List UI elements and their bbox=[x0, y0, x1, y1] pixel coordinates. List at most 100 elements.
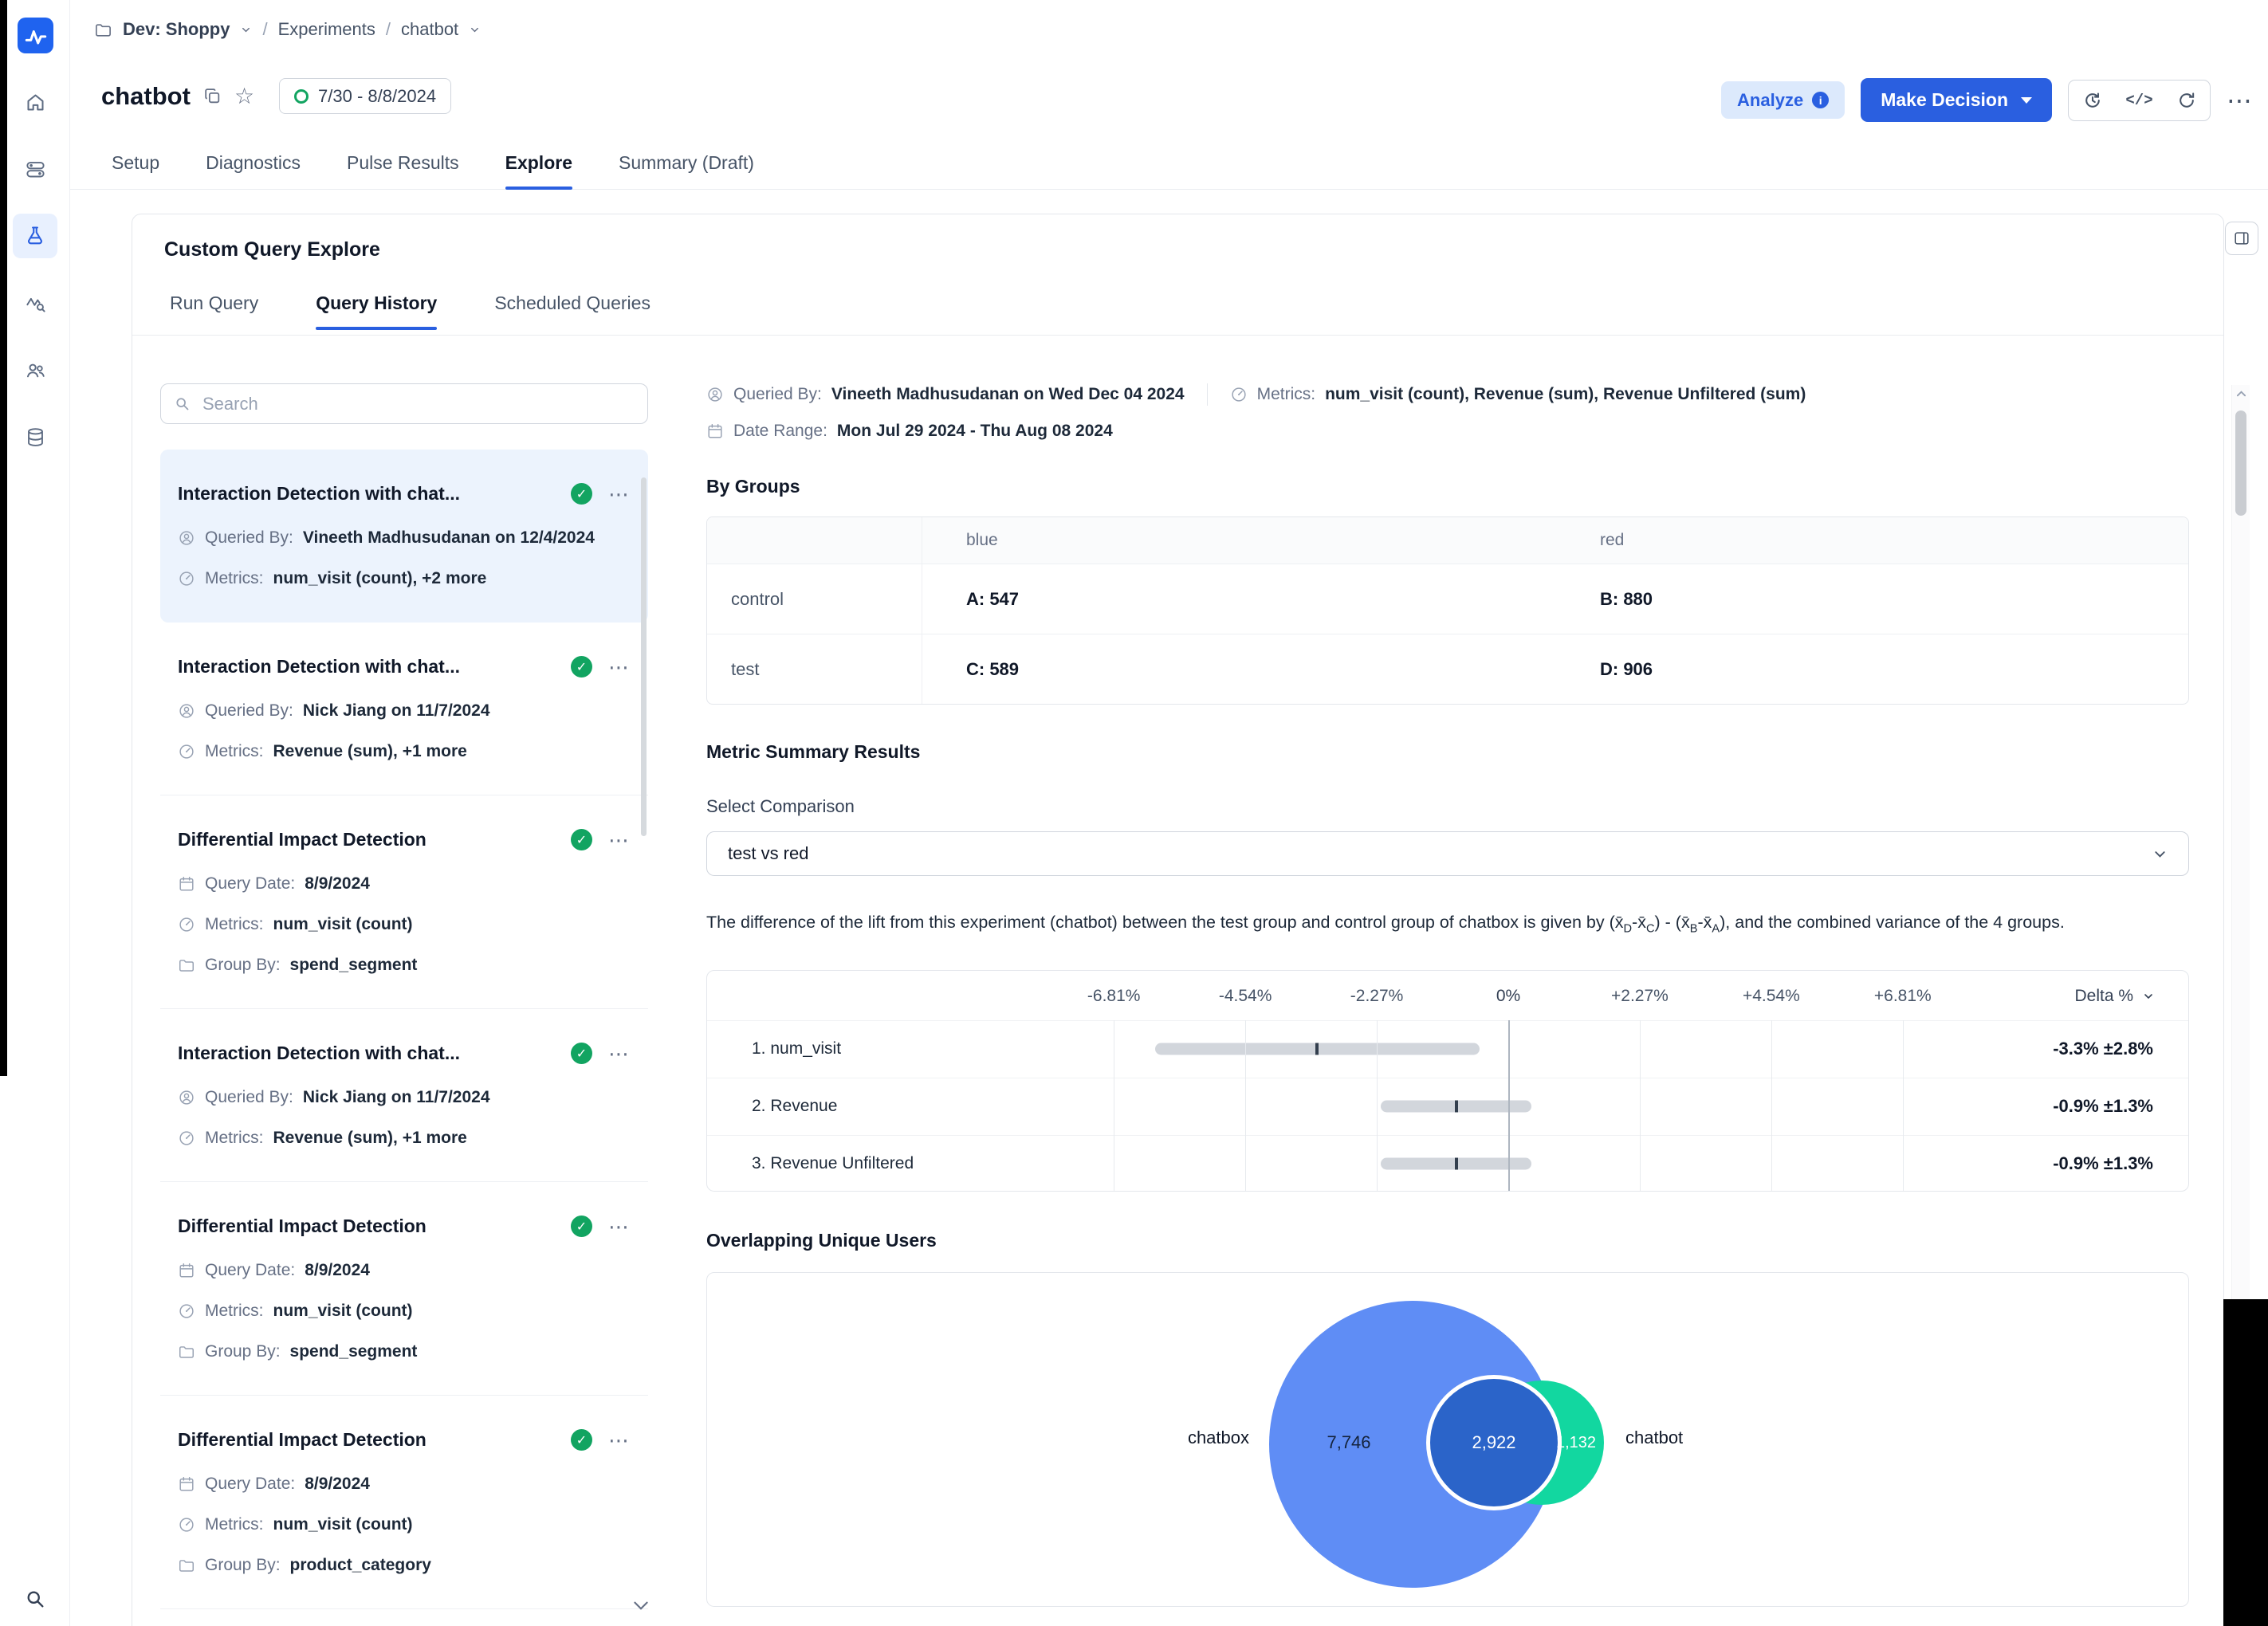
experiment-date-badge[interactable]: 7/30 - 8/8/2024 bbox=[279, 78, 452, 114]
success-check-icon: ✓ bbox=[571, 1429, 592, 1451]
overlap-venn-chart: chatbox chatbot 7,746 2,922 1,132 bbox=[706, 1271, 2189, 1607]
by-groups-title: By Groups bbox=[706, 476, 800, 497]
item-menu-button[interactable]: ⋯ bbox=[608, 1428, 631, 1452]
collapse-panel-button[interactable] bbox=[2225, 222, 2258, 255]
refresh-button[interactable] bbox=[2163, 81, 2210, 120]
query-history-item[interactable]: Differential Impact Detection ✓ ⋯ Query Dat… bbox=[160, 1396, 648, 1609]
copy-icon[interactable] bbox=[202, 86, 222, 106]
table-row: control A: 547 B: 880 bbox=[707, 564, 2188, 634]
sidebar-item-experiments[interactable] bbox=[13, 214, 57, 258]
delta-marker bbox=[1454, 1100, 1458, 1113]
tab-diagnostics[interactable]: Diagnostics bbox=[206, 152, 301, 173]
item-menu-button[interactable]: ⋯ bbox=[608, 654, 631, 679]
chart-gridline bbox=[1377, 1019, 1378, 1191]
breadcrumb-project[interactable]: Dev: Shoppy bbox=[123, 19, 230, 39]
groups-table: blue red control A: 547 B: 880 test C: 5… bbox=[706, 516, 2189, 705]
custom-query-card: Custom Query Explore Run Query Query His… bbox=[132, 214, 2224, 1626]
star-icon[interactable]: ☆ bbox=[234, 83, 255, 108]
delta-sort-control[interactable]: Delta % bbox=[2074, 987, 2155, 1006]
query-item-row: Metrics: Revenue (sum), +1 more bbox=[178, 1129, 631, 1148]
query-item-row: Metrics: Revenue (sum), +1 more bbox=[178, 742, 631, 761]
group-row-label: test bbox=[707, 634, 922, 704]
row-value: Vineeth Madhusudanan on 12/4/2024 bbox=[302, 528, 595, 547]
sidebar-search-button[interactable] bbox=[0, 1588, 70, 1610]
tab-pulse-results[interactable]: Pulse Results bbox=[347, 152, 459, 173]
list-scrollbar-thumb[interactable] bbox=[641, 477, 647, 836]
query-item-row: Query Date: 8/9/2024 bbox=[178, 1261, 631, 1280]
row-label: Queried By: bbox=[205, 528, 293, 547]
query-history-item[interactable]: Differential Impact Detection ✓ ⋯ Query Dat… bbox=[160, 1182, 648, 1396]
gauge-icon bbox=[178, 570, 195, 587]
subtab-scheduled-queries[interactable]: Scheduled Queries bbox=[494, 293, 651, 313]
chevron-down-icon[interactable] bbox=[469, 24, 481, 36]
groups-header-blue: blue bbox=[966, 531, 998, 549]
metrics-value: num_visit (count), Revenue (sum), Revenu… bbox=[1325, 385, 1806, 403]
query-history-item[interactable]: Differential Impact Detection ✓ ⋯ Query Dat… bbox=[160, 795, 648, 1009]
make-decision-label: Make Decision bbox=[1881, 89, 2008, 110]
chevron-down-icon[interactable] bbox=[240, 24, 252, 36]
row-value: product_category bbox=[289, 1556, 431, 1574]
info-icon[interactable]: i bbox=[1812, 92, 1830, 108]
item-menu-button[interactable]: ⋯ bbox=[608, 1214, 631, 1239]
scrollbar-thumb[interactable] bbox=[2235, 410, 2246, 516]
comparison-value: test vs red bbox=[728, 843, 809, 863]
metrics-icon bbox=[1230, 386, 1248, 403]
search-box[interactable] bbox=[160, 383, 648, 424]
query-item-row: Queried By: Vineeth Madhusudanan on 12/4/… bbox=[178, 528, 631, 548]
sidebar-item-feature-gates[interactable] bbox=[13, 147, 57, 191]
sidebar-item-home[interactable] bbox=[13, 80, 57, 124]
breadcrumb-current[interactable]: chatbot bbox=[401, 19, 459, 39]
metric-label: 2. Revenue bbox=[752, 1097, 838, 1116]
chart-gridline bbox=[1771, 1019, 1772, 1191]
code-button[interactable]: </> bbox=[2116, 81, 2163, 120]
query-history-item[interactable]: Interaction Detection with chat... ✓ ⋯ Quer… bbox=[160, 450, 648, 623]
list-scroll-down-icon[interactable] bbox=[631, 1600, 651, 1612]
tab-summary[interactable]: Summary (Draft) bbox=[619, 152, 754, 173]
item-menu-button[interactable]: ⋯ bbox=[608, 827, 631, 852]
item-menu-button[interactable]: ⋯ bbox=[608, 1041, 631, 1066]
experiment-dates: 7/30 - 8/8/2024 bbox=[318, 85, 437, 106]
make-decision-button[interactable]: Make Decision bbox=[1861, 78, 2052, 122]
row-label: Metrics: bbox=[205, 915, 264, 933]
subtab-run-query[interactable]: Run Query bbox=[170, 293, 259, 313]
scroll-up-icon[interactable] bbox=[2232, 390, 2250, 398]
search-input[interactable] bbox=[201, 392, 635, 415]
more-menu-button[interactable]: ⋯ bbox=[2227, 85, 2254, 115]
query-history-panel: Interaction Detection with chat... ✓ ⋯ Quer… bbox=[160, 383, 648, 1609]
user-icon bbox=[178, 702, 195, 720]
delta-marker bbox=[1454, 1157, 1458, 1170]
sidebar-item-users[interactable] bbox=[13, 348, 57, 392]
query-item-row: Group By: spend_segment bbox=[178, 1342, 631, 1361]
app-logo[interactable] bbox=[18, 18, 53, 53]
sidebar-item-pulse[interactable] bbox=[13, 281, 57, 325]
history-icon bbox=[2085, 92, 2100, 108]
logo-pulse-icon bbox=[25, 29, 46, 45]
success-check-icon: ✓ bbox=[571, 829, 592, 850]
query-history-item[interactable]: Interaction Detection with chat... ✓ ⋯ Quer… bbox=[160, 623, 648, 795]
breadcrumb-section[interactable]: Experiments bbox=[277, 19, 375, 39]
breadcrumb-separator: / bbox=[262, 19, 268, 39]
item-menu-button[interactable]: ⋯ bbox=[608, 481, 631, 506]
query-title: Differential Impact Detection bbox=[178, 1216, 426, 1236]
query-item-rows: Query Date: 8/9/2024 Metrics: num_visit (co… bbox=[178, 1475, 631, 1575]
folder-icon bbox=[94, 21, 112, 39]
row-label: Query Date: bbox=[205, 874, 296, 893]
chevron-down-icon bbox=[2021, 96, 2032, 104]
query-item-row: Query Date: 8/9/2024 bbox=[178, 874, 631, 894]
analyze-button[interactable]: Analyze i bbox=[1721, 81, 1845, 119]
tab-setup[interactable]: Setup bbox=[112, 152, 160, 173]
query-item-rows: Query Date: 8/9/2024 Metrics: num_visit (co… bbox=[178, 874, 631, 975]
chart-gridline bbox=[1508, 1019, 1510, 1191]
comparison-select[interactable]: test vs red bbox=[706, 831, 2189, 876]
tab-explore[interactable]: Explore bbox=[505, 152, 573, 190]
query-title: Differential Impact Detection bbox=[178, 829, 426, 850]
history-button[interactable] bbox=[2069, 81, 2116, 120]
sidebar-item-data[interactable] bbox=[13, 414, 57, 459]
queried-by-label: Queried By: bbox=[733, 385, 822, 403]
folder-icon bbox=[178, 1343, 195, 1361]
venn-overlap-value: 2,922 bbox=[1472, 1432, 1516, 1452]
subtab-query-history[interactable]: Query History bbox=[316, 293, 438, 330]
query-history-item[interactable]: Interaction Detection with chat... ✓ ⋯ Quer… bbox=[160, 1009, 648, 1182]
gauge-icon bbox=[178, 1516, 195, 1534]
header-icon-group: </> bbox=[2068, 79, 2211, 121]
